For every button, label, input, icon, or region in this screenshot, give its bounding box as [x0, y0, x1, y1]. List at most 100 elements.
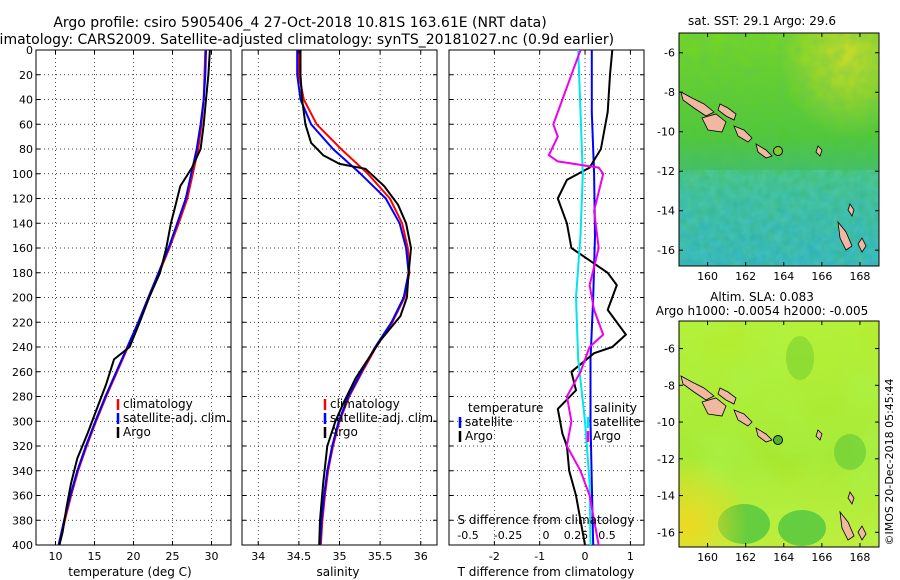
sst_map-xtick-label: 166	[811, 270, 832, 283]
sla_map-xtick-label: 160	[697, 551, 718, 564]
legend-label: climatology	[123, 397, 193, 411]
sst_map-ytick-label: -12	[657, 165, 675, 178]
depth-tick-label: 80	[19, 143, 33, 156]
sst-map-ticks: 160 162 164 166 168 -6 -8 -10 -12 -14 -16	[657, 33, 879, 283]
sst_map-xtick-label: 162	[735, 270, 756, 283]
depth-tick-label: 240	[12, 341, 33, 354]
series-temperature-satellite	[589, 50, 596, 545]
sst-map: sat. SST: 29.1 Argo: 29.6 160 162 164 166 16…	[657, 14, 880, 283]
sla_map-ytick-label: -12	[657, 453, 675, 466]
sla_map-xtick-label: 164	[773, 551, 794, 564]
difference-top-tick-label: 0.5	[598, 529, 616, 542]
legend-label: satellite	[593, 415, 641, 429]
depth-tick-label: 260	[12, 366, 33, 379]
difference-top-tick-label: -0.5	[457, 529, 478, 542]
sst_map-xtick-label: 160	[697, 270, 718, 283]
sla_map-xtick-label: 162	[735, 551, 756, 564]
sst_map-xtick-label: 164	[773, 270, 794, 283]
depth-tick-label: 180	[12, 267, 33, 280]
differences-xtick-label: -1	[534, 550, 545, 563]
sla-map: Altim. SLA: 0.083 Argo h1000: -0.0054 h2…	[656, 290, 880, 564]
salinity-series	[296, 50, 412, 545]
salinity-ticks: 34 34.5 35 35.5 36	[242, 49, 437, 563]
title-line-2: Climatology: CARS2009. Satellite-adjuste…	[0, 32, 614, 48]
depth-tick-label: 340	[12, 465, 33, 478]
imos-timestamp: ©IMOS 20-Dec-2018 05:45:44	[883, 379, 896, 546]
depth-tick-label: 60	[19, 118, 33, 131]
temperature-grid	[36, 49, 231, 546]
temperature-xtick-label: 25	[166, 550, 180, 563]
depth-tick-label: 160	[12, 242, 33, 255]
temperature-series	[57, 50, 211, 545]
legend-title-temperature: temperature	[468, 401, 543, 415]
sla-map-subtitle: Argo h1000: -0.0054 h2000: -0.005	[656, 304, 869, 318]
sla_map-xtick-label: 168	[849, 551, 870, 564]
sst-profile-marker	[773, 146, 783, 156]
differences-xtick-label: -2	[489, 550, 500, 563]
sst_map-ytick-label: -8	[664, 86, 675, 99]
depth-tick-label: 20	[19, 69, 33, 82]
depth-tick-label: 0	[26, 44, 33, 57]
temperature-xtick-label: 15	[88, 550, 102, 563]
depth-tick-label: 120	[12, 193, 33, 206]
salinity-xtick-label: 34.5	[287, 550, 312, 563]
legend-label: satellite-adj. clim.	[330, 411, 437, 425]
differences-xtick-label: 1	[627, 550, 634, 563]
legend-label: Argo	[330, 425, 358, 439]
sla_map-ytick-label: -10	[657, 416, 675, 429]
series-satellite-adj-clim-	[296, 50, 410, 545]
temperature-xtick-label: 30	[205, 550, 219, 563]
depth-tick-label: 300	[12, 415, 33, 428]
sla-map-title: Altim. SLA: 0.083	[710, 290, 814, 304]
difference-series	[547, 50, 627, 545]
legend-label: satellite-adj. clim.	[123, 411, 230, 425]
sla_map-xtick-label: 166	[811, 551, 832, 564]
temperature-xtick-label: 10	[49, 550, 63, 563]
depth-tick-label: 100	[12, 168, 33, 181]
depth-tick-label: 360	[12, 490, 33, 503]
sst-map-frame	[678, 32, 880, 267]
depth-tick-label: 220	[12, 316, 33, 329]
sst_map-ytick-label: -16	[657, 244, 675, 257]
temperature-panel: 0 20 40 60 80 100 120 140 160 180 200 220 240 260 280 3…	[12, 44, 232, 579]
series-salinity-argo	[547, 50, 605, 545]
legend-title-salinity: salinity	[594, 401, 637, 415]
salinity-xtick-label: 35.5	[368, 550, 393, 563]
legend-label: Argo	[465, 429, 493, 443]
difference-top-tick-label: 0.25	[564, 529, 589, 542]
depth-tick-label: 380	[12, 514, 33, 527]
salinity-grid	[242, 49, 437, 546]
series-argo	[299, 50, 412, 545]
differences-xtick-label: 0	[582, 550, 589, 563]
difference-grid	[449, 49, 644, 546]
sla-yellow	[679, 321, 879, 547]
difference-legend: temperature salinitysatelliteArgosatellit…	[458, 401, 641, 443]
sla-islands	[680, 375, 867, 541]
difference-x-label: T difference from climatology	[457, 565, 635, 579]
legend-label: Argo	[593, 429, 621, 443]
sst-texture-blue	[679, 170, 879, 266]
depth-tick-label: 40	[19, 94, 33, 107]
difference-top-tick-label: -0.25	[494, 529, 522, 542]
salinity-xtick-label: 34	[251, 550, 265, 563]
difference-top-axis-label: S difference from climatology	[458, 513, 635, 527]
temperature-xtick-label: 20	[127, 550, 141, 563]
salinity-panel: 34 34.5 35 35.5 36 climatologysatellite-adj.…	[241, 49, 438, 579]
sla_map-ytick-label: -16	[657, 526, 675, 539]
temperature-x-label: temperature (deg C)	[68, 565, 191, 579]
sst_map-xtick-label: 168	[849, 270, 870, 283]
difference-top-tick-label: 0	[543, 529, 550, 542]
series-argo	[58, 50, 211, 545]
sst_map-ytick-label: -14	[657, 205, 675, 218]
legend-label: climatology	[330, 397, 400, 411]
sst-map-title: sat. SST: 29.1 Argo: 29.6	[688, 14, 836, 28]
sst_map-ytick-label: -10	[657, 126, 675, 139]
legend-label: satellite	[465, 415, 513, 429]
salinity-xtick-label: 35	[333, 550, 347, 563]
salinity-xtick-label: 36	[414, 550, 428, 563]
depth-tick-label: 280	[12, 391, 33, 404]
sla-profile-marker	[773, 435, 783, 445]
depth-tick-label: 400	[12, 539, 33, 552]
